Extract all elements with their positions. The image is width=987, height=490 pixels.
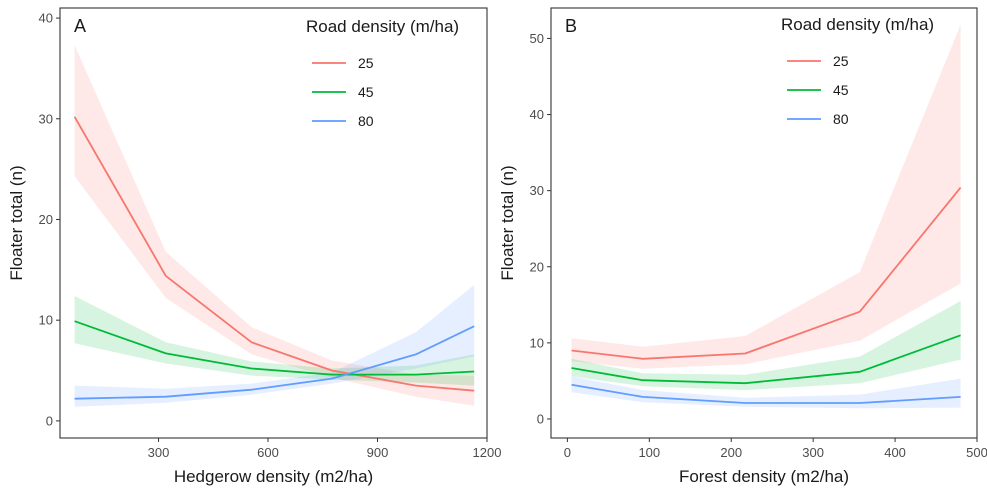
y-tick-label: 40: [39, 11, 53, 26]
legend-label-80: 80: [358, 113, 374, 129]
x-tick-label: 100: [638, 445, 660, 460]
y-tick-label: 50: [530, 31, 544, 46]
y-axis-title: Floater total (n): [7, 165, 26, 280]
y-tick-label: 40: [530, 107, 544, 122]
panel-a: 0 10 20 30 40 300 600 900 1200 Hedgerow density (…: [7, 7, 502, 486]
legend: Road density (m/ha) 25 45 80: [306, 17, 459, 129]
x-tick-label: 600: [257, 445, 279, 460]
y-axis-title: Floater total (n): [498, 165, 517, 280]
ribbon-series-80: [571, 376, 961, 409]
line-series-25: [571, 187, 962, 360]
line-series-80: [74, 325, 475, 400]
line-series-80: [571, 383, 961, 404]
legend: Road density (m/ha) 25 45 80: [781, 15, 934, 127]
legend-label-25: 25: [833, 53, 849, 69]
x-tick-label: 500: [966, 445, 987, 460]
panel-tag: B: [565, 16, 577, 36]
x-tick-label: 300: [148, 445, 170, 460]
x-tick-label: 300: [802, 445, 824, 460]
y-tick-label: 30: [39, 111, 53, 126]
x-tick-label: 400: [884, 445, 906, 460]
y-tick-label: 30: [530, 183, 544, 198]
line-series-45: [571, 334, 961, 385]
panel-tag: A: [74, 16, 86, 36]
x-tick-label: 0: [564, 445, 571, 460]
y-tick-label: 10: [530, 335, 544, 350]
legend-label-45: 45: [358, 84, 374, 100]
ribbon-series-45: [74, 296, 475, 386]
y-tick-label: 20: [530, 259, 544, 274]
panel-border: [59, 7, 488, 439]
x-axis-title: Forest density (m2/ha): [679, 467, 849, 486]
y-tick-label: 20: [39, 212, 53, 227]
ribbon-series-25: [571, 24, 961, 369]
x-tick-label: 900: [367, 445, 389, 460]
x-tick-label: 1200: [473, 445, 502, 460]
panel-border: [550, 7, 978, 439]
ribbon-series-80: [74, 284, 475, 407]
y-tick-label: 0: [537, 411, 544, 426]
legend-title: Road density (m/ha): [306, 17, 459, 36]
line-series-25: [73, 116, 475, 392]
legend-label-45: 45: [833, 82, 849, 98]
legend-title: Road density (m/ha): [781, 15, 934, 34]
x-tick-label: 200: [720, 445, 742, 460]
y-tick-label: 10: [39, 313, 53, 328]
x-axis-title: Hedgerow density (m2/ha): [174, 467, 373, 486]
legend-label-25: 25: [358, 55, 374, 71]
y-tick-label: 0: [46, 413, 53, 428]
legend-label-80: 80: [833, 111, 849, 127]
line-series-45: [74, 320, 475, 376]
ribbon-series-45: [571, 301, 961, 391]
